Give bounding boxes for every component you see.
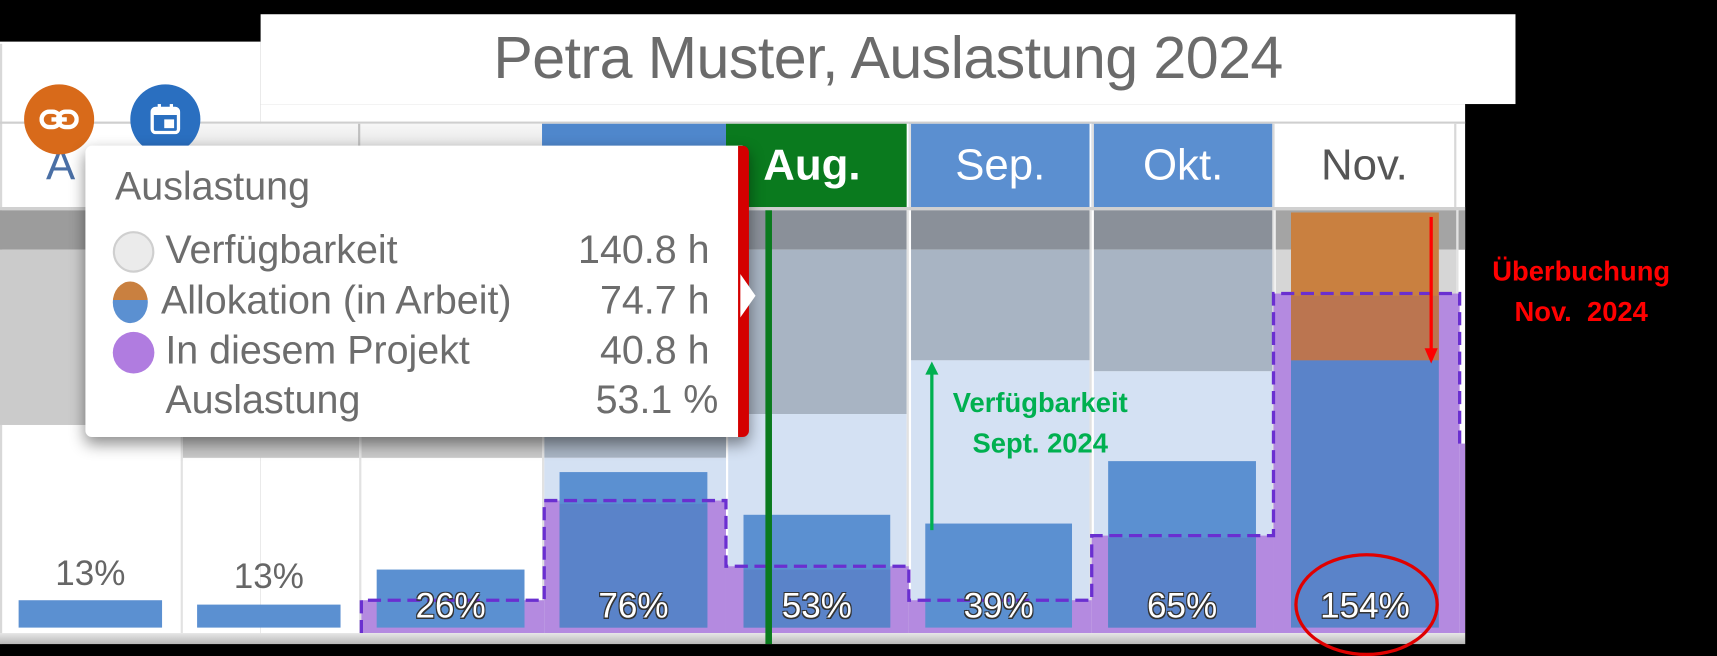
project-outline <box>359 291 1466 634</box>
tooltip-value: 74.7 h <box>599 277 710 323</box>
project-area-col8 <box>1459 443 1466 634</box>
month-header-sep[interactable]: Sep. <box>908 123 1090 209</box>
col6-band-mid <box>1093 249 1273 372</box>
pct-label-4: 53% <box>781 585 852 626</box>
page-title: Petra Muster, Auslastung 2024 <box>493 25 1283 91</box>
link-icon <box>39 109 79 130</box>
today-line <box>765 210 772 645</box>
header-divider <box>358 123 361 148</box>
allocation-bar[interactable] <box>18 600 163 628</box>
col5-band-mid <box>911 249 1090 361</box>
annotation-line: Sept. 2024 <box>972 428 1108 459</box>
tooltip-row-allocation: Allokation (in Arbeit) 74.7 h <box>112 277 710 325</box>
col-separator <box>1089 210 1092 634</box>
month-label: Okt. <box>1142 141 1224 190</box>
col4-band-dark <box>728 210 907 250</box>
tooltip-label: Allokation (in Arbeit) <box>160 277 512 323</box>
bottom-strip <box>0 633 1466 645</box>
pct-label-1: 13% <box>233 556 304 596</box>
tooltip-title: Auslastung <box>114 163 311 209</box>
annotation-line: Verfügbarkeit <box>952 387 1128 419</box>
pct-label-6: 65% <box>1146 585 1218 626</box>
header-strip <box>180 123 543 149</box>
calendar-button[interactable] <box>130 84 201 155</box>
tooltip-label: In diesem Projekt <box>165 327 470 373</box>
link-button[interactable] <box>24 84 95 155</box>
utilization-tooltip: Auslastung Verfügbarkeit 140.8 h Allokat… <box>85 145 749 438</box>
tooltip-value: 40.8 h <box>599 327 710 373</box>
overbooking-arrow-icon <box>1424 216 1438 364</box>
project-swatch-icon <box>112 331 155 374</box>
col-separator <box>906 210 909 634</box>
col5-band-dark <box>911 210 1090 250</box>
month-label: Nov. <box>1320 141 1408 190</box>
month-header-aug[interactable]: Aug. <box>725 123 907 209</box>
tooltip-value: 140.8 h <box>578 226 710 272</box>
calendar-icon <box>150 104 181 135</box>
month-header-okt[interactable]: Okt. <box>1091 123 1273 209</box>
pct-label-3: 76% <box>598 585 669 626</box>
allocation-swatch-icon <box>112 281 148 324</box>
allocation-bar-project <box>559 503 708 628</box>
annotation-line: Nov. 2024 <box>1514 296 1648 328</box>
tooltip-label: Auslastung <box>165 376 361 422</box>
tooltip-row-availability: Verfügbarkeit 140.8 h <box>112 226 710 275</box>
col4-band-mid <box>728 249 907 415</box>
tooltip-pointer <box>740 273 756 318</box>
pct-label-5: 39% <box>963 585 1034 626</box>
overbooking-bar-project <box>1291 295 1439 361</box>
tooltip-row-utilization: Auslastung 53.1 % <box>113 376 718 425</box>
availability-swatch-icon <box>112 231 155 273</box>
title-box <box>260 14 1516 105</box>
month-label: Sep. <box>955 141 1046 190</box>
tooltip-label: Verfügbarkeit <box>165 226 398 272</box>
pct-label-2: 26% <box>415 585 486 626</box>
month-header-nov[interactable]: Nov. <box>1272 123 1457 209</box>
annotation-line: Überbuchung <box>1492 256 1671 287</box>
allocation-bar[interactable] <box>197 604 341 628</box>
pct-label-0: 13% <box>55 553 126 593</box>
header-top-rule <box>0 121 1466 124</box>
tooltip-value: 53.1 % <box>595 376 719 422</box>
allocation-bar[interactable] <box>925 523 1073 628</box>
overbooking-annotation: Überbuchung Nov. 2024 <box>1472 252 1691 333</box>
tooltip-row-project: In diesem Projekt 40.8 h <box>112 327 710 375</box>
highlight-ellipse <box>1294 553 1439 656</box>
allocation-bar-project <box>1108 537 1256 628</box>
col8-band-dark <box>1458 210 1466 250</box>
month-label: Aug. <box>763 141 861 190</box>
availability-annotation: Verfügbarkeit Sept. 2024 <box>933 383 1148 464</box>
availability-arrow-icon <box>925 361 939 531</box>
col6-band-dark <box>1093 210 1273 250</box>
